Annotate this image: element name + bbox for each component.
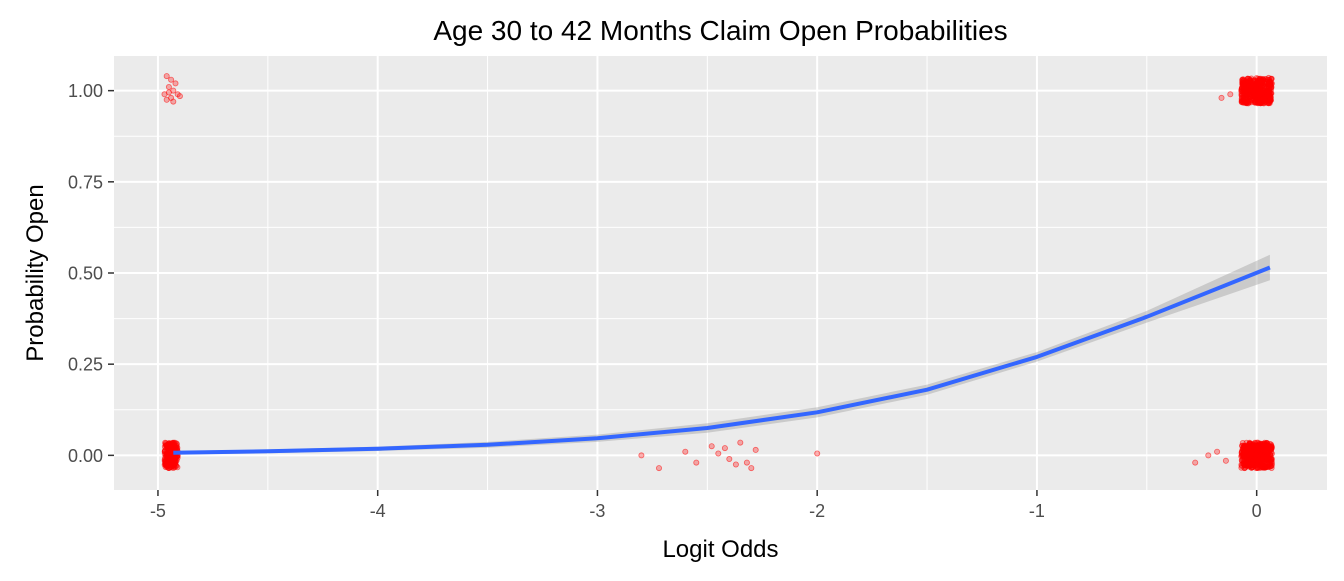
- data-point: [1243, 462, 1250, 469]
- data-point: [172, 460, 179, 467]
- data-point: [1262, 464, 1269, 471]
- data-point: [1246, 454, 1253, 461]
- data-point: [1240, 451, 1247, 458]
- data-point: [638, 452, 645, 459]
- data-point: [176, 93, 183, 100]
- data-point: [1218, 94, 1225, 101]
- data-point: [682, 448, 689, 455]
- x-tick-label: 0: [1252, 501, 1262, 521]
- data-point: [1205, 452, 1212, 459]
- data-point: [1258, 440, 1265, 447]
- data-point: [721, 445, 728, 452]
- data-point: [732, 461, 739, 468]
- x-tick-label: -2: [809, 501, 825, 521]
- data-point: [1248, 447, 1255, 454]
- data-point: [708, 443, 715, 450]
- confidence-band-layer: [173, 254, 1270, 455]
- data-point: [1192, 459, 1199, 466]
- data-point: [1257, 460, 1264, 467]
- data-point: [166, 454, 173, 461]
- data-point: [172, 80, 179, 87]
- data-point: [173, 440, 180, 447]
- y-tick-label: 0.75: [68, 172, 103, 192]
- data-point: [1250, 443, 1257, 450]
- data-point: [752, 446, 759, 453]
- data-point: [1268, 445, 1275, 452]
- data-point: [1259, 86, 1266, 93]
- data-point: [814, 450, 821, 457]
- chart-title: Age 30 to 42 Months Claim Open Probabili…: [433, 15, 1007, 46]
- data-point: [170, 98, 177, 105]
- data-point: [1253, 448, 1260, 455]
- data-point: [1244, 88, 1251, 95]
- data-point: [737, 439, 744, 446]
- data-point: [1227, 91, 1234, 98]
- data-point: [1222, 457, 1229, 464]
- data-point: [1247, 80, 1254, 87]
- data-point: [165, 89, 172, 96]
- data-point: [1242, 95, 1249, 102]
- axis-layer: -5 -4 -3 -2 -1 0 0.00 0.25 0.50 0.75 1.00: [68, 81, 1262, 521]
- data-point: [1267, 459, 1274, 466]
- data-point: [166, 444, 173, 451]
- data-point: [726, 455, 733, 462]
- data-point: [168, 76, 175, 83]
- data-point: [693, 459, 700, 466]
- data-point: [165, 462, 172, 469]
- data-point: [163, 96, 170, 103]
- data-point: [1264, 450, 1271, 457]
- y-tick-label: 0.25: [68, 355, 103, 375]
- data-point: [1267, 78, 1274, 85]
- data-point: [165, 84, 172, 91]
- y-axis-label: Probability Open: [22, 184, 49, 361]
- data-point: [656, 465, 663, 472]
- data-point: [1240, 76, 1247, 83]
- data-point: [1252, 99, 1259, 106]
- fit-line: [173, 265, 1271, 455]
- data-point: [1239, 88, 1246, 95]
- x-axis-label: Logit Odds: [662, 536, 778, 563]
- y-tick-label: 1.00: [68, 81, 103, 101]
- y-tick-label: 0.50: [68, 264, 103, 284]
- data-point: [1257, 81, 1264, 88]
- data-point: [1263, 90, 1270, 97]
- x-tick-label: -1: [1029, 501, 1045, 521]
- data-point: [715, 450, 722, 457]
- data-point: [1257, 75, 1264, 82]
- fit-line-layer: [173, 265, 1271, 455]
- data-point: [748, 465, 755, 472]
- data-point: [1260, 445, 1267, 452]
- data-point: [1250, 88, 1257, 95]
- data-point: [1258, 91, 1265, 98]
- data-point: [1258, 100, 1265, 107]
- data-point: [1214, 448, 1221, 455]
- data-point: [1263, 94, 1270, 101]
- data-point: [168, 464, 175, 471]
- x-tick-label: -5: [150, 501, 166, 521]
- x-tick-label: -3: [589, 501, 605, 521]
- confidence-band: [173, 254, 1270, 455]
- x-tick-label: -4: [370, 501, 386, 521]
- data-point: [163, 73, 170, 80]
- data-point: [743, 459, 750, 466]
- y-tick-label: 0.00: [68, 446, 103, 466]
